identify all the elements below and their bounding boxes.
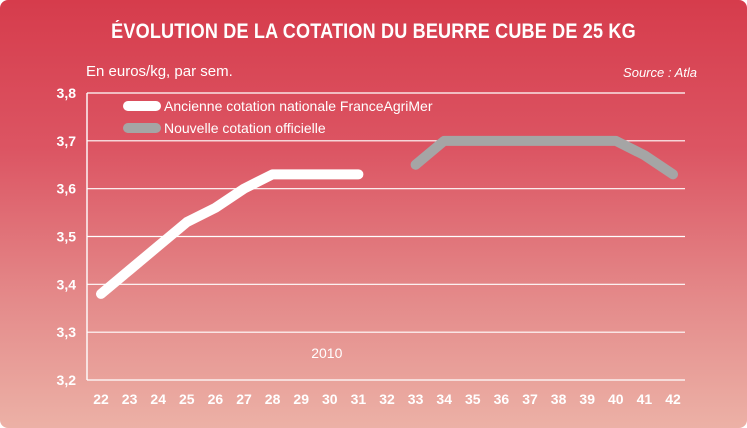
y-tick-label: 3,7 (57, 133, 77, 149)
grid (87, 92, 685, 381)
x-tick-label: 31 (351, 391, 367, 407)
y-tick-label: 3,5 (57, 229, 77, 245)
x-tick-label: 32 (379, 391, 395, 407)
x-tick-label: 40 (608, 391, 624, 407)
axes: 3,2 3,3 3,4 3,5 3,6 3,7 3,8 22 23 24 25 26 27 28 29 30 3… (57, 85, 681, 407)
x-tick-label: 26 (208, 391, 224, 407)
x-tick-label: 42 (665, 391, 681, 407)
series-line-old-quotation (96, 169, 364, 299)
legend-label: Ancienne cotation nationale FranceAgriMe… (164, 98, 433, 114)
y-tick-label: 3,6 (57, 181, 77, 197)
y-tick-label: 3,4 (57, 276, 77, 292)
source-label: Source : Atla (623, 65, 697, 80)
x-tick-label: 27 (236, 391, 252, 407)
x-tick-label: 35 (465, 391, 481, 407)
series-lines (96, 135, 678, 299)
x-tick-label: 41 (637, 391, 653, 407)
x-tick-label: 33 (408, 391, 424, 407)
x-tick-label: 29 (293, 391, 309, 407)
x-tick-label: 23 (122, 391, 138, 407)
chart-title: ÉVOLUTION DE LA COTATION DU BEURRE CUBE … (111, 20, 636, 43)
unit-label: En euros/kg, par sem. (86, 63, 233, 80)
y-tick-label: 3,2 (57, 372, 77, 388)
y-tick-label: 3,8 (57, 85, 77, 101)
x-tick-label: 39 (579, 391, 595, 407)
x-tick-label: 38 (551, 391, 567, 407)
legend-label: Nouvelle cotation officielle (164, 120, 326, 136)
x-tick-label: 28 (265, 391, 281, 407)
x-tick-label: 37 (522, 391, 538, 407)
x-tick-label: 25 (179, 391, 195, 407)
x-tick-label: 22 (93, 391, 109, 407)
x-tick-label: 34 (436, 391, 452, 407)
y-tick-label: 3,3 (57, 324, 77, 340)
x-tick-label: 36 (494, 391, 510, 407)
series-line-new-quotation (410, 135, 678, 180)
x-tick-label: 30 (322, 391, 338, 407)
year-annotation: 2010 (311, 345, 342, 361)
legend: Ancienne cotation nationale FranceAgriMe… (123, 98, 433, 136)
x-tick-label: 24 (150, 391, 166, 407)
